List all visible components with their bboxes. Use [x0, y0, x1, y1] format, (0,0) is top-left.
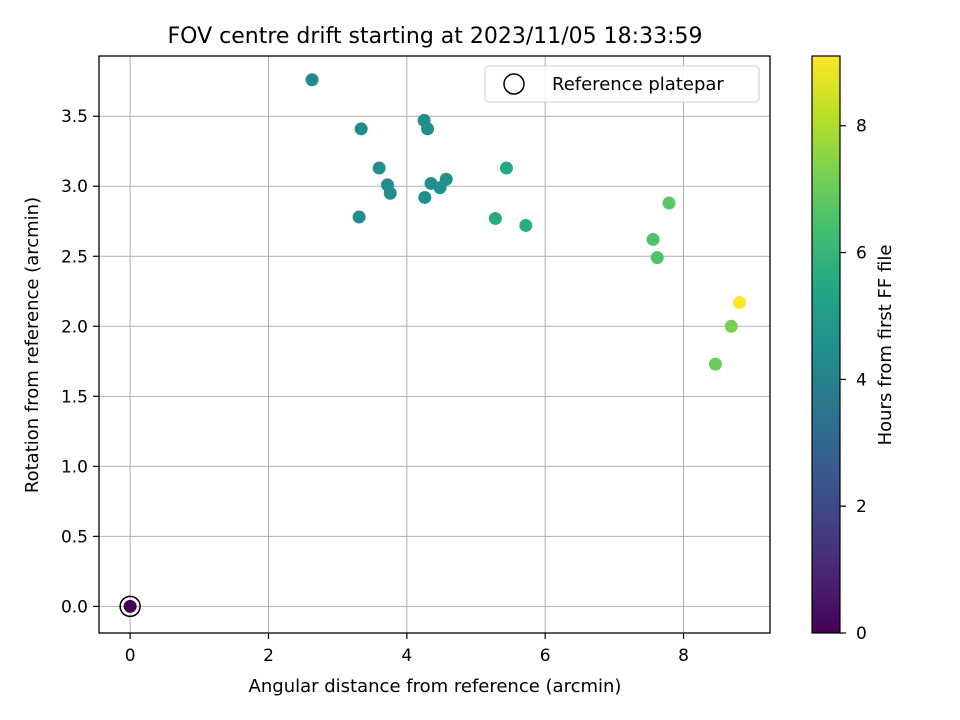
- scatter-point: [372, 161, 386, 175]
- scatter-point: [383, 186, 397, 200]
- legend-entry-label: Reference platepar: [552, 74, 724, 95]
- scatter-point: [662, 196, 676, 210]
- colorbar-tick-label: 8: [856, 117, 867, 137]
- scatter-point: [646, 232, 660, 246]
- colorbar-ticks: 0 2 4 6 8: [840, 117, 867, 644]
- colorbar-label: Hours from first FF file: [875, 245, 896, 446]
- y-tick-label: 2.0: [61, 317, 88, 337]
- x-axis-ticks: 0 2 4 6 8: [125, 633, 689, 666]
- y-tick-label: 0.0: [61, 597, 88, 617]
- x-tick-label: 4: [401, 646, 412, 666]
- y-axis-label: Rotation from reference (arcmin): [22, 197, 43, 493]
- y-tick-label: 3.0: [61, 177, 88, 197]
- plot-area-frame: [98, 55, 771, 634]
- scatter-point: [733, 295, 747, 309]
- legend: Reference platepar: [484, 65, 760, 103]
- colorbar: 0 2 4 6 8 Hours from first FF file: [811, 55, 896, 644]
- scatter-point: [499, 161, 513, 175]
- colorbar-tick-label: 0: [856, 624, 867, 644]
- colorbar-gradient: [811, 55, 841, 634]
- scatter-point: [724, 319, 738, 333]
- chart-title: FOV centre drift starting at 2023/11/05 …: [168, 24, 703, 49]
- y-axis-ticks: 0.0 0.5 1.0 1.5 2.0 2.5 3.0 3.5: [61, 107, 99, 617]
- scatter-point: [519, 218, 533, 232]
- colorbar-tick-label: 2: [856, 497, 867, 517]
- scatter-point: [354, 122, 368, 136]
- y-tick-label: 0.5: [61, 527, 88, 547]
- legend-box: [484, 65, 760, 103]
- reference-platepar-marker: [119, 595, 141, 618]
- scatter-point: [488, 211, 502, 225]
- legend-marker-open-circle: [503, 73, 525, 95]
- scatter-point: [439, 172, 453, 186]
- scatter-point: [305, 73, 319, 87]
- x-tick-label: 8: [678, 646, 689, 666]
- scatter-point: [708, 357, 722, 371]
- scatter-point: [352, 210, 366, 224]
- y-tick-label: 1.0: [61, 457, 88, 477]
- colorbar-tick-label: 4: [856, 370, 867, 390]
- scatter-points: [119, 73, 747, 618]
- scatter-point: [418, 190, 432, 204]
- x-tick-label: 6: [540, 646, 551, 666]
- x-tick-label: 2: [263, 646, 274, 666]
- y-tick-label: 2.5: [61, 247, 88, 267]
- colorbar-tick-label: 6: [856, 244, 867, 264]
- scatter-point: [650, 251, 664, 265]
- y-tick-label: 1.5: [61, 387, 88, 407]
- x-axis-label: Angular distance from reference (arcmin): [249, 676, 622, 697]
- scatter-point: [123, 599, 137, 613]
- x-tick-label: 0: [125, 646, 136, 666]
- grid: [99, 56, 770, 633]
- y-tick-label: 3.5: [61, 107, 88, 127]
- scatter-point: [421, 122, 435, 136]
